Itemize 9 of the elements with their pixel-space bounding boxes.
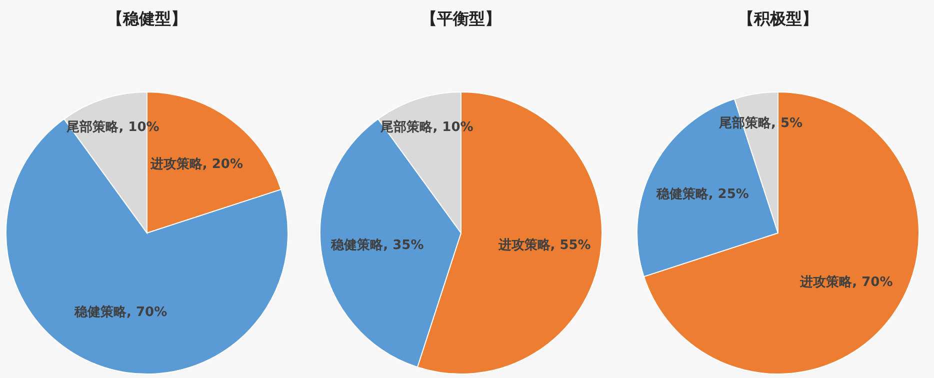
slice-label: 稳健策略, 25%: [656, 186, 749, 204]
chart-title: 【稳健型】: [107, 9, 187, 28]
chart-title: 【平衡型】: [421, 9, 501, 28]
slice-label: 稳健策略, 70%: [74, 304, 168, 322]
chart-title: 【积极型】: [738, 9, 818, 28]
slice-label: 稳健策略, 35%: [331, 237, 424, 256]
slice-label: 进攻策略, 55%: [498, 237, 591, 256]
slice-label: 进攻策略, 20%: [150, 156, 244, 174]
slice-label: 进攻策略, 70%: [800, 274, 893, 292]
